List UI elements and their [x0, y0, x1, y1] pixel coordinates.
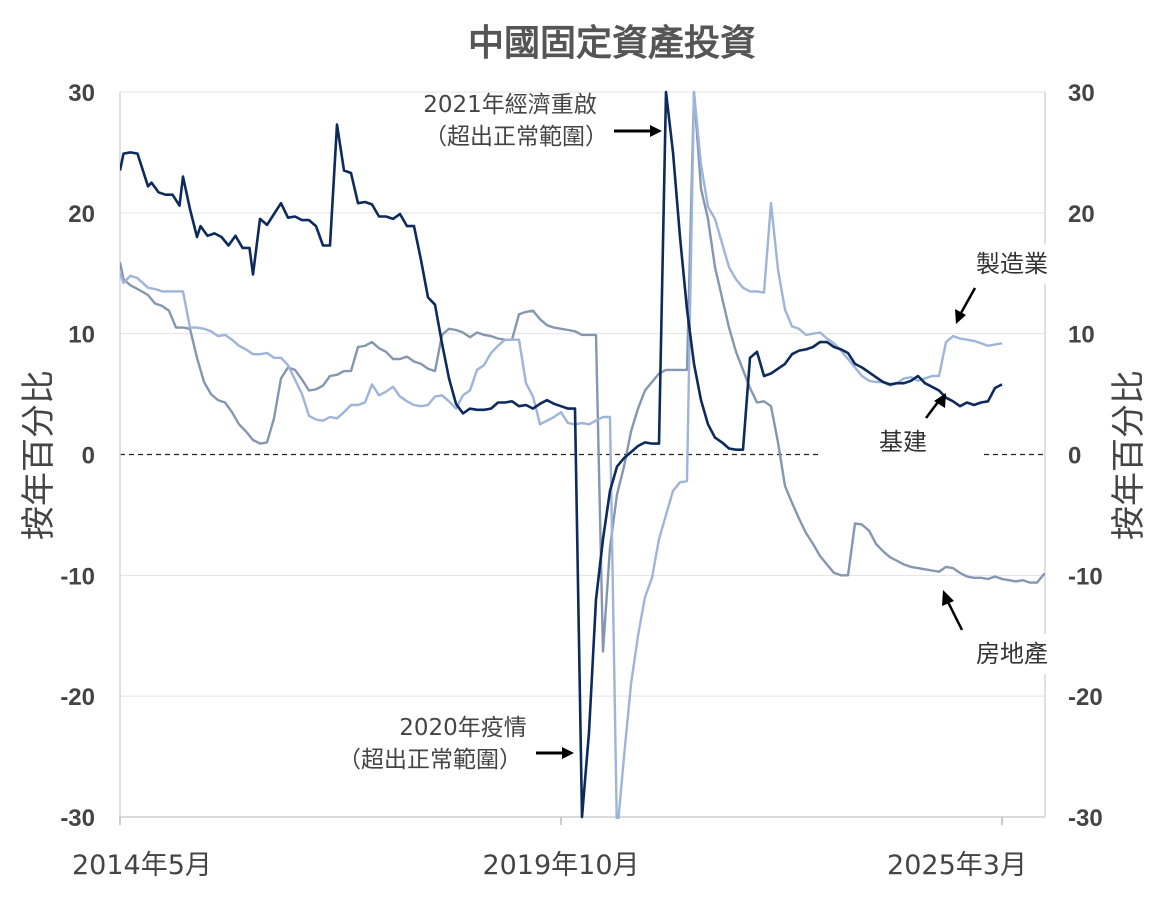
series-property	[120, 90, 1045, 653]
arrow-up-left-icon	[942, 590, 964, 631]
arrow-right-icon	[614, 125, 662, 137]
y-ticks-right: 30 20 10 0 -10 -20 -30	[1068, 80, 1103, 832]
y-tick-right: 10	[1068, 322, 1095, 349]
x-tick-label: 2019年10月	[482, 850, 639, 881]
chart-title: 中國固定資產投資	[468, 23, 756, 64]
arrow-up-right-icon	[925, 393, 946, 419]
y-tick-left: 30	[68, 80, 95, 107]
series-label-manufacturing: 製造業	[976, 250, 1048, 278]
y-tick-right: -30	[1068, 805, 1103, 832]
y-tick-left: -10	[60, 563, 95, 590]
y-tick-right: 30	[1068, 80, 1095, 107]
x-ticks: 2014年5月 2019年10月 2025年3月	[72, 850, 1027, 881]
annotation-2021-line1: 2021年經濟重啟	[423, 92, 597, 118]
series-manufacturing	[120, 90, 1003, 819]
annotation-2021-line2: （超出正常範圍）	[424, 124, 608, 150]
label-manufacturing: 製造業	[955, 244, 1060, 324]
y-axis-label-left: 按年百分比	[19, 370, 59, 540]
label-property: 房地產	[942, 590, 1063, 674]
x-tick-label: 2014年5月	[72, 850, 212, 881]
y-tick-left: 10	[68, 322, 95, 349]
y-tick-left: 0	[82, 443, 95, 470]
label-infrastructure: 基建	[818, 393, 984, 460]
x-tick-label: 2025年3月	[887, 850, 1027, 881]
arrow-down-left-icon	[955, 287, 977, 324]
annotation-2020-line1: 2020年疫情	[399, 715, 527, 741]
annotation-2020-line2: （超出正常範圍）	[338, 747, 522, 773]
y-tick-right: -10	[1068, 563, 1103, 590]
y-tick-left: -30	[60, 805, 95, 832]
annotation-2020-pandemic: 2020年疫情 （超出正常範圍）	[338, 715, 574, 773]
series-infrastructure	[120, 90, 1003, 819]
annotation-2021-reopening: 2021年經濟重啟 （超出正常範圍）	[423, 92, 662, 150]
y-tick-left: -20	[60, 684, 95, 711]
y-tick-right: -20	[1068, 684, 1103, 711]
y-ticks-left: 30 20 10 0 -10 -20 -30	[60, 80, 95, 832]
y-axis-label-right: 按年百分比	[1109, 370, 1149, 540]
arrow-right-icon	[536, 747, 574, 759]
y-tick-left: 20	[68, 201, 95, 228]
series-lines	[120, 90, 1045, 819]
y-tick-right: 20	[1068, 201, 1095, 228]
y-tick-right: 0	[1068, 443, 1081, 470]
series-label-infrastructure: 基建	[879, 428, 927, 456]
series-label-property: 房地產	[976, 640, 1048, 668]
